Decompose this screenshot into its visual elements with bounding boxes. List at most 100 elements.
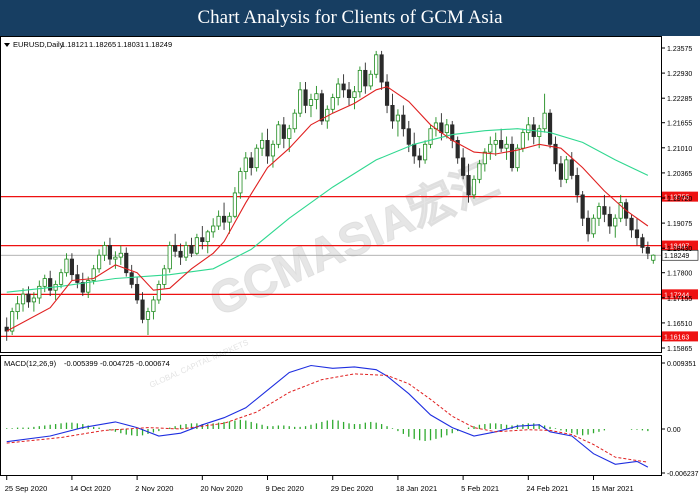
- candle-body: [113, 256, 118, 260]
- candle-body: [412, 143, 417, 157]
- candle-body: [466, 175, 471, 196]
- candle-body: [238, 171, 243, 194]
- candle-body: [173, 245, 178, 252]
- candle-body: [547, 112, 553, 145]
- candle-body: [509, 143, 515, 169]
- candle-body: [526, 124, 531, 134]
- ohlc-high: 1.18265: [89, 40, 116, 49]
- candle-body: [167, 245, 172, 270]
- date-tick-label: 14 Oct 2020: [70, 484, 111, 493]
- candle-body: [319, 93, 324, 122]
- candle-body: [37, 285, 42, 299]
- candle-body: [15, 303, 20, 313]
- candle-body: [542, 112, 547, 130]
- candle-body: [281, 124, 286, 139]
- candle-body: [292, 112, 297, 130]
- fast-moving-average-line: [6, 86, 649, 332]
- candle-body: [205, 231, 210, 242]
- candle-body: [75, 274, 80, 283]
- candle-body: [330, 97, 335, 110]
- candle-body: [374, 54, 379, 75]
- price-tick-label: 1.17155: [667, 296, 692, 303]
- macd-signal-value: -0.004725: [100, 359, 134, 368]
- candle-body: [162, 268, 167, 285]
- candle-body: [395, 114, 401, 122]
- candle-body: [645, 247, 650, 254]
- candle-body: [178, 250, 183, 258]
- ohlc-close: 1.18249: [145, 40, 172, 49]
- macd-panel: [0, 355, 662, 476]
- candle-body: [482, 151, 487, 165]
- candle-body: [499, 140, 504, 149]
- candle-body: [303, 89, 308, 106]
- date-tick-label: 29 Dec 2020: [331, 484, 374, 493]
- candle-body: [31, 297, 36, 303]
- candle-body: [69, 258, 75, 276]
- candle-body: [558, 163, 564, 180]
- level-tag-label: 1.16163: [664, 334, 689, 341]
- candle-body: [346, 89, 352, 99]
- candle-body: [520, 132, 525, 149]
- candle-body: [537, 128, 542, 137]
- price-tick-label: 1.22285: [667, 96, 692, 103]
- candle-body: [102, 245, 107, 256]
- candle-body: [221, 215, 227, 223]
- candle-body: [232, 192, 238, 217]
- candle-body: [276, 124, 281, 145]
- macd-tick-label: 0.009351: [667, 361, 696, 368]
- candle-body: [602, 206, 607, 215]
- date-tick-label: 2 Nov 2020: [135, 484, 173, 493]
- candle-body: [189, 245, 194, 254]
- level-tag: [662, 331, 698, 342]
- candle-body: [42, 278, 47, 287]
- candle-body: [341, 83, 346, 91]
- page-title: Chart Analysis for Clients of GCM Asia: [197, 7, 503, 28]
- level-tag-label: 1.17244: [664, 292, 689, 299]
- last-price-label: 1.18249: [664, 253, 689, 260]
- candle-body: [596, 206, 602, 219]
- candle-body: [227, 215, 232, 223]
- candle-body: [145, 311, 151, 320]
- candle-body: [249, 157, 254, 169]
- candle-body: [401, 114, 406, 130]
- macd-tick-label: 0.00: [667, 427, 681, 434]
- candle-body: [357, 69, 362, 93]
- price-tick-label: 1.23575: [667, 46, 692, 53]
- candle-body: [651, 254, 656, 261]
- price-tick-label: 1.16510: [667, 321, 692, 328]
- candle-body: [211, 225, 216, 233]
- candle-body: [352, 91, 357, 99]
- candle-body: [618, 202, 623, 219]
- candle-body: [183, 245, 189, 258]
- macd-histogram-value: -0.000674: [136, 359, 170, 368]
- candle-body: [48, 278, 53, 291]
- level-tag: [662, 289, 698, 300]
- candle-body: [129, 272, 134, 285]
- dropdown-triangle-icon[interactable]: [4, 43, 10, 47]
- candle-body: [417, 155, 422, 161]
- candle-body: [471, 178, 477, 196]
- macd-title: MACD(12,26,9): [4, 359, 57, 368]
- candle-body: [20, 293, 26, 305]
- candle-body: [564, 159, 569, 180]
- candle-body: [287, 128, 292, 139]
- date-tick-label: 20 Nov 2020: [200, 484, 243, 493]
- candle-body: [640, 237, 645, 248]
- candle-body: [488, 143, 493, 153]
- price-tick-label: 1.18430: [667, 246, 692, 253]
- price-tick-label: 1.22930: [667, 71, 692, 78]
- candle-body: [243, 157, 248, 172]
- candle-body: [259, 140, 265, 149]
- candle-body: [569, 159, 574, 176]
- symbol-title: EURUSD,Daily: [13, 40, 64, 49]
- candle-body: [216, 215, 221, 227]
- candle-body: [368, 73, 373, 87]
- chart-canvas[interactable]: GCMASIA宏汇 GLOBAL CAPITAL MARKETS 1.19755…: [0, 36, 700, 500]
- candle-body: [314, 93, 319, 100]
- candle-body: [422, 143, 428, 161]
- candle-body: [575, 175, 580, 196]
- ohlc-low: 1.18031: [117, 40, 144, 49]
- candle-body: [96, 254, 102, 270]
- candle-body: [384, 81, 390, 106]
- level-tag-label: 1.18497: [664, 244, 689, 251]
